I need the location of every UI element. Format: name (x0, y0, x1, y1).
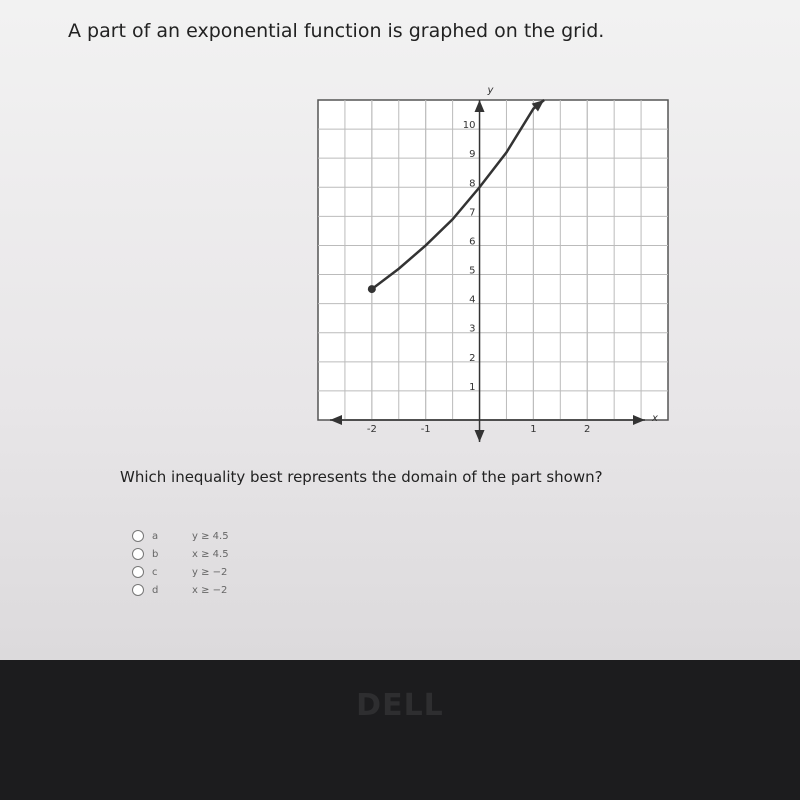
y-axis-label: y (487, 85, 495, 96)
radio-button[interactable] (132, 584, 144, 596)
option[interactable]: b x ≥ 4.5 (132, 548, 229, 560)
curve-arrow (531, 100, 545, 112)
radio-button[interactable] (132, 530, 144, 542)
option[interactable]: c y ≥ −2 (132, 566, 227, 578)
x-axis-label: x (651, 413, 658, 424)
option-letter: d (152, 584, 159, 596)
y-tick-label: 7 (469, 207, 475, 218)
y-tick-label: 9 (469, 149, 475, 160)
grid-background (317, 99, 669, 421)
option-letter: c (152, 566, 158, 578)
y-tick-label: 10 (463, 120, 476, 131)
x-tick-label: -2 (367, 424, 377, 435)
option[interactable]: a y ≥ 4.5 (132, 530, 229, 542)
option[interactable]: d x ≥ −2 (132, 584, 227, 596)
function-curve (371, 99, 545, 291)
bezel-logo: DELL (356, 688, 444, 723)
option-text: y ≥ −2 (192, 566, 228, 578)
y-tick-label: 3 (469, 324, 475, 335)
y-tick-label: 8 (469, 178, 475, 189)
radio-button[interactable] (132, 566, 144, 578)
y-tick-label: 4 (469, 295, 475, 306)
graph: x y 1 2 3 4 5 6 7 8 9 10 -2 -1 1 2 (317, 85, 669, 442)
prompt: A part of an exponential function is gra… (68, 20, 605, 42)
x-tick-label: 2 (584, 424, 590, 435)
option-text: x ≥ 4.5 (192, 548, 229, 560)
y-tick-label: 5 (469, 266, 475, 277)
option-text: y ≥ 4.5 (192, 530, 229, 542)
option-text: x ≥ −2 (192, 584, 228, 596)
start-point (367, 285, 376, 294)
screen: A part of an exponential function is gra… (0, 0, 800, 660)
option-letter: b (152, 548, 159, 560)
radio-button[interactable] (132, 548, 144, 560)
y-tick-label: 1 (469, 382, 475, 393)
x-tick-label: -1 (421, 424, 431, 435)
question-text: Which inequality best represents the dom… (120, 468, 603, 486)
y-tick-label: 6 (469, 236, 475, 247)
x-tick-label: 1 (530, 424, 536, 435)
option-letter: a (152, 530, 159, 542)
y-tick-label: 2 (469, 353, 475, 364)
